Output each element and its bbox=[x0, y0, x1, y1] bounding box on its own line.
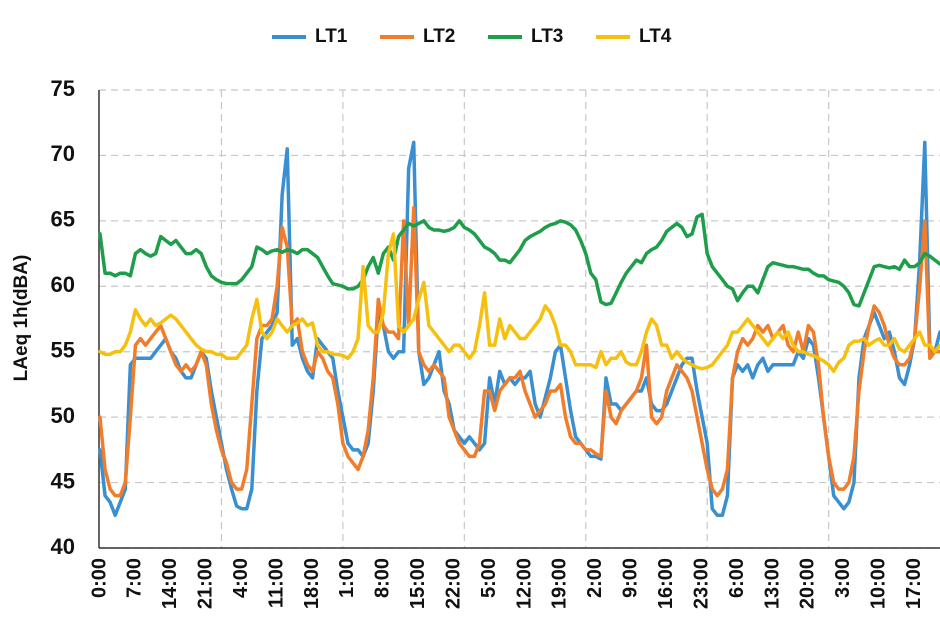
x-tick-label: 11:00 bbox=[265, 558, 287, 608]
legend: LT1 LT2 LT3 LT4 bbox=[272, 26, 672, 47]
legend-label: LT2 bbox=[423, 26, 455, 47]
y-tick-label: 40 bbox=[51, 534, 75, 559]
x-tick-label: 16:00 bbox=[655, 558, 677, 609]
series-line bbox=[98, 232, 940, 374]
x-tick-label: 10:00 bbox=[868, 558, 890, 609]
x-tick-label: 4:00 bbox=[230, 558, 252, 598]
x-tick-label: 12:00 bbox=[513, 558, 535, 609]
y-tick-label: 70 bbox=[51, 141, 75, 166]
legend-label: LT1 bbox=[315, 26, 348, 47]
y-tick-label: 60 bbox=[51, 272, 75, 297]
x-tick-label: 2:00 bbox=[584, 558, 606, 598]
x-tick-label: 5:00 bbox=[478, 558, 500, 598]
x-tick-label: 6:00 bbox=[726, 558, 748, 598]
x-tick-label: 20:00 bbox=[797, 558, 819, 609]
x-tick-label: 15:00 bbox=[407, 558, 429, 609]
y-tick-label: 45 bbox=[51, 468, 75, 493]
x-tick-label: 22:00 bbox=[442, 558, 464, 609]
x-tick-label: 23:00 bbox=[690, 558, 712, 609]
x-tick-label: 0:00 bbox=[88, 558, 110, 598]
x-tick-label: 21:00 bbox=[195, 558, 217, 609]
x-tick-label: 7:00 bbox=[124, 558, 146, 598]
x-tick-label: 8:00 bbox=[372, 558, 394, 598]
series-line bbox=[98, 212, 940, 308]
x-tick-label: 3:00 bbox=[832, 558, 854, 598]
x-tick-label: 17:00 bbox=[903, 558, 925, 609]
x-tick-label: 19:00 bbox=[549, 558, 571, 609]
y-axis-title: LAeq 1h(dBA) bbox=[11, 255, 32, 382]
x-tick-label: 1:00 bbox=[336, 558, 358, 598]
legend-label: LT4 bbox=[639, 26, 672, 47]
series-line bbox=[98, 206, 940, 498]
x-tick-label: 13:00 bbox=[761, 558, 783, 609]
x-tick-label: 18:00 bbox=[301, 558, 323, 609]
legend-label: LT3 bbox=[531, 26, 563, 47]
y-tick-label: 75 bbox=[51, 76, 75, 101]
x-tick-label: 9:00 bbox=[620, 558, 642, 598]
y-tick-label: 55 bbox=[51, 338, 75, 363]
y-tick-label: 50 bbox=[51, 403, 75, 428]
y-tick-label: 65 bbox=[51, 207, 75, 232]
x-tick-label: 14:00 bbox=[159, 558, 181, 609]
